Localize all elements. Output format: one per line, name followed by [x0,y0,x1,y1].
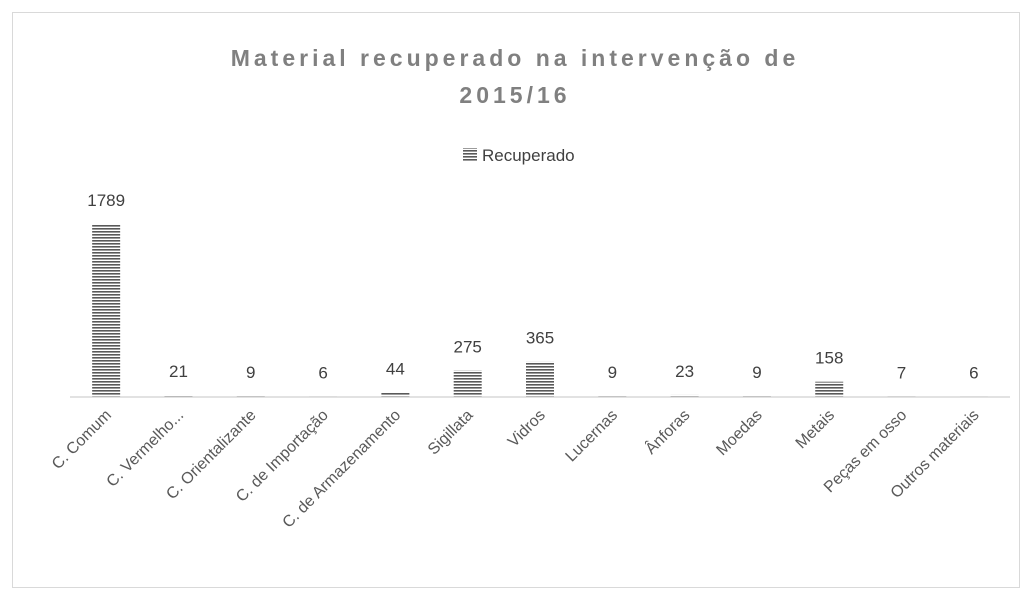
bar [453,370,482,397]
data-label: 7 [897,363,906,382]
x-tick-label: Metais [793,407,838,452]
legend-label: Recuperado [482,146,575,165]
data-label: 44 [386,360,405,379]
data-label: 1789 [87,191,125,210]
bar [670,394,699,397]
bar [815,381,844,397]
x-tick-label: Sigillata [425,407,477,459]
x-tick-label: Lucernas [563,407,622,466]
x-tick-label: Moedas [713,407,765,459]
legend-swatch [463,148,477,162]
data-label: 6 [318,363,327,382]
x-tick-label: C. de Armazenamento [280,407,405,532]
bar [92,224,121,397]
data-label: 275 [454,337,482,356]
data-label: 9 [608,363,617,382]
data-label: 9 [246,363,255,382]
x-tick-label: C. Comum [49,407,115,473]
data-label: 21 [169,362,188,381]
bar [164,394,193,397]
x-tick-label: C. Vermelho... [104,407,188,491]
data-label: 6 [969,363,978,382]
chart-title: Material recuperado na intervenção de 20… [230,45,800,108]
x-tick-label: Vidros [505,407,549,451]
data-label: 23 [675,362,694,381]
data-label: 365 [526,329,554,348]
bar [526,361,554,397]
data-label: 9 [752,363,761,382]
bar [381,392,410,397]
x-tick-label: Ânforas [641,405,693,457]
chart-frame [12,12,1020,588]
data-label: 158 [815,349,843,368]
